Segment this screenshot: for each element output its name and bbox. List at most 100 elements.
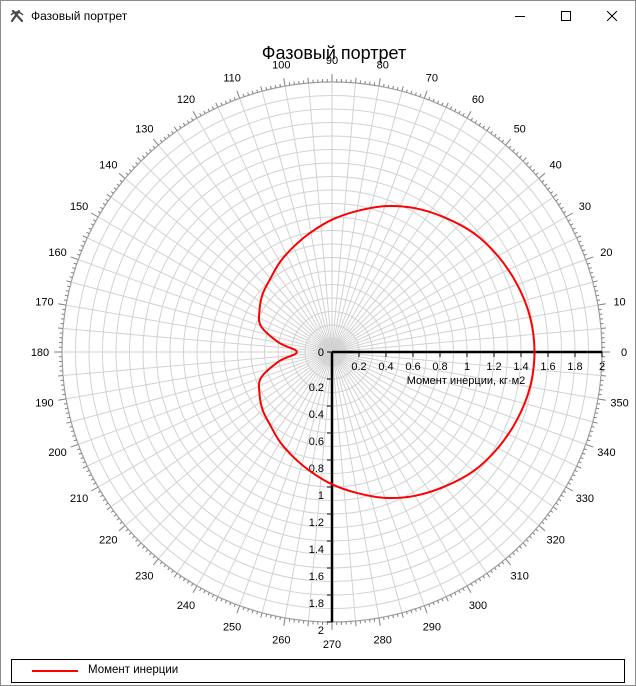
angle-tick [242, 93, 245, 97]
angle-tick [592, 280, 598, 283]
angle-tick [78, 249, 82, 252]
grid-spoke [62, 351, 333, 377]
grid-spoke [331, 196, 554, 353]
radial-tick-label: 0.8 [309, 463, 324, 475]
angle-tick-label: 220 [99, 535, 117, 547]
angle-tick [66, 416, 71, 419]
angle-tick [70, 256, 79, 261]
angle-tick [173, 126, 178, 132]
grid-spoke [62, 327, 333, 353]
angle-tick [405, 89, 408, 93]
grid-spoke [331, 351, 593, 423]
angle-tick-label: 100 [272, 59, 290, 71]
angle-tick [597, 303, 606, 306]
angle-tick [80, 457, 84, 460]
angle-tick [505, 138, 512, 146]
angle-tick-label: 300 [469, 600, 487, 612]
angle-tick [163, 136, 167, 140]
angle-tick [428, 603, 431, 608]
grid-spoke [331, 351, 468, 587]
angle-tick [522, 542, 527, 547]
angle-tick [486, 126, 491, 132]
angle-tick [247, 608, 250, 612]
angle-tick [137, 542, 142, 547]
angle-tick [92, 219, 97, 222]
angle-tick [58, 398, 67, 401]
grid-spoke [140, 160, 333, 353]
angle-tick [555, 198, 559, 202]
title-bar[interactable]: Фазовый портрет [1, 1, 635, 31]
angle-tick [567, 219, 572, 222]
angle-tick [152, 555, 156, 559]
angle-tick [82, 240, 86, 243]
grid-spoke [331, 351, 506, 560]
angle-tick [242, 607, 245, 611]
angle-tick-label: 170 [35, 296, 53, 308]
angle-tick [547, 187, 551, 190]
angle-tick [72, 434, 76, 437]
radial-tick-label: 1.4 [513, 361, 528, 373]
angle-tick-label: 250 [223, 621, 241, 633]
angle-tick [110, 191, 114, 194]
angle-tick [66, 285, 71, 288]
grid-spoke [78, 259, 333, 353]
angle-tick [173, 572, 178, 578]
grid-spoke [331, 351, 488, 574]
radial-tick-label: 1.2 [486, 361, 501, 373]
angle-tick [392, 85, 394, 90]
angle-tick [105, 502, 109, 506]
angle-tick [199, 587, 202, 592]
close-icon [607, 11, 617, 21]
angle-tick [145, 151, 149, 155]
angle-tick [90, 486, 99, 492]
maximize-button[interactable] [543, 1, 589, 31]
angle-tick [591, 425, 595, 428]
radial-tick-label: 2 [599, 361, 605, 373]
angle-tick [283, 617, 286, 626]
angle-tick [128, 168, 132, 172]
radial-tick-label: 2 [318, 625, 324, 637]
close-button[interactable] [589, 1, 635, 31]
grid-spoke [196, 117, 333, 353]
angle-tick [88, 474, 92, 477]
grid-spoke [217, 351, 333, 597]
radial-tick-label: 0.8 [432, 361, 447, 373]
grid-spoke [71, 351, 333, 423]
angle-tick-label: 0 [621, 347, 627, 359]
angle-tick [593, 416, 598, 419]
angle-tick [192, 110, 198, 119]
angle-tick [387, 615, 390, 620]
angle-tick [565, 486, 574, 492]
maximize-icon [561, 11, 571, 21]
grid-spoke [110, 196, 333, 353]
angle-tick [519, 545, 523, 549]
angle-tick [578, 240, 582, 243]
angle-tick [63, 403, 68, 405]
angle-tick [441, 102, 444, 106]
angle-tick [567, 482, 572, 485]
angle-tick [128, 532, 132, 536]
angle-tick [73, 439, 77, 442]
angle-tick [419, 93, 422, 97]
radial-tick-label: 0 [318, 347, 324, 359]
angle-tick [437, 100, 440, 104]
angle-tick [535, 528, 539, 532]
angle-tick [190, 583, 194, 587]
grid-spoke [158, 351, 333, 560]
angle-tick-label: 150 [70, 201, 88, 213]
grid-spoke [331, 351, 403, 613]
angle-tick [441, 598, 444, 602]
grid-spoke [176, 351, 333, 574]
grid-spoke [140, 351, 333, 544]
angle-tick [102, 202, 106, 206]
angle-tick [541, 521, 545, 525]
angle-tick [190, 117, 194, 121]
grid-spoke [331, 86, 380, 353]
minimize-button[interactable] [497, 1, 543, 31]
angle-tick [525, 539, 529, 543]
angle-tick [76, 448, 81, 451]
angle-tick [215, 596, 219, 602]
angle-tick [570, 478, 574, 481]
radial-tick-label: 1.6 [540, 361, 555, 373]
grid-spoke [331, 82, 357, 353]
